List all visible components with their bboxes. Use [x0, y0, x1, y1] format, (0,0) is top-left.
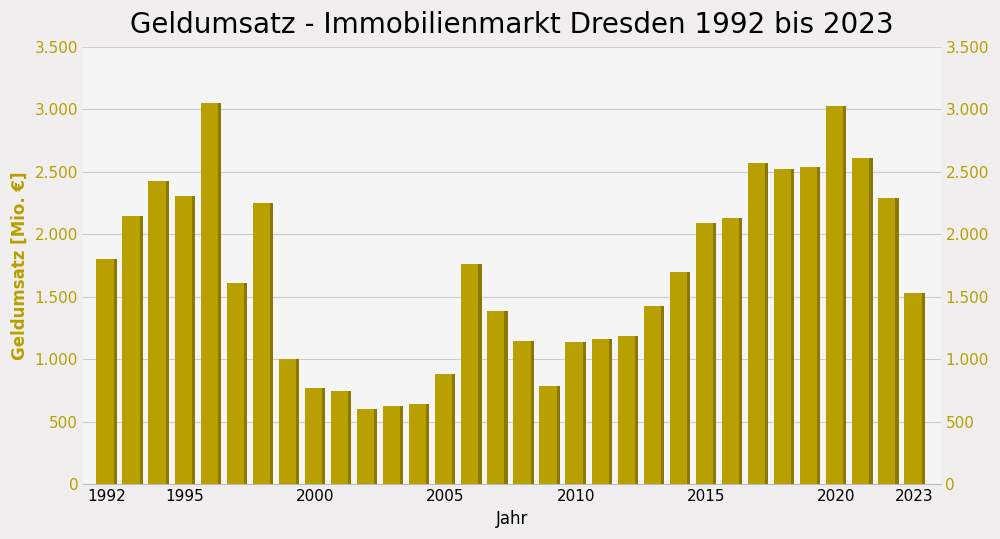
Bar: [583, 342, 586, 485]
Bar: [192, 196, 195, 485]
Bar: [148, 181, 169, 485]
Bar: [765, 163, 768, 485]
Bar: [279, 360, 299, 485]
Bar: [826, 106, 846, 485]
Bar: [478, 265, 482, 485]
Bar: [904, 293, 925, 485]
Bar: [270, 203, 273, 485]
Bar: [609, 340, 612, 485]
Bar: [557, 386, 560, 485]
Bar: [817, 167, 820, 485]
Bar: [748, 163, 768, 485]
Bar: [618, 336, 638, 485]
Bar: [409, 404, 429, 485]
Bar: [122, 216, 143, 485]
Bar: [400, 406, 403, 485]
Bar: [218, 103, 221, 485]
Bar: [922, 293, 925, 485]
Bar: [244, 283, 247, 485]
Bar: [670, 272, 690, 485]
Bar: [487, 310, 508, 485]
Bar: [426, 404, 429, 485]
Bar: [348, 391, 351, 485]
Bar: [452, 375, 455, 485]
Bar: [140, 216, 143, 485]
Bar: [565, 342, 586, 485]
Bar: [513, 341, 534, 485]
Bar: [331, 391, 351, 485]
Bar: [357, 410, 377, 485]
Bar: [869, 158, 873, 485]
Bar: [114, 259, 117, 485]
Bar: [435, 375, 455, 485]
Bar: [713, 223, 716, 485]
Bar: [878, 198, 899, 485]
Bar: [322, 388, 325, 485]
Bar: [96, 259, 117, 485]
Bar: [175, 196, 195, 485]
Bar: [696, 223, 716, 485]
Bar: [227, 283, 247, 485]
Bar: [774, 169, 794, 485]
Bar: [791, 169, 794, 485]
X-axis label: Jahr: Jahr: [496, 510, 528, 528]
Bar: [539, 386, 560, 485]
Bar: [635, 336, 638, 485]
Bar: [504, 310, 508, 485]
Bar: [687, 272, 690, 485]
Bar: [531, 341, 534, 485]
Bar: [253, 203, 273, 485]
Y-axis label: Geldumsatz [Mio. €]: Geldumsatz [Mio. €]: [11, 171, 29, 360]
Bar: [305, 388, 325, 485]
Bar: [296, 360, 299, 485]
Bar: [461, 265, 482, 485]
Bar: [374, 410, 377, 485]
Bar: [843, 106, 846, 485]
Bar: [895, 198, 899, 485]
Bar: [800, 167, 820, 485]
Title: Geldumsatz - Immobilienmarkt Dresden 1992 bis 2023: Geldumsatz - Immobilienmarkt Dresden 199…: [130, 11, 894, 39]
Bar: [739, 218, 742, 485]
Bar: [592, 340, 612, 485]
Bar: [166, 181, 169, 485]
Bar: [722, 218, 742, 485]
Bar: [852, 158, 873, 485]
Bar: [201, 103, 221, 485]
Bar: [661, 306, 664, 485]
Bar: [383, 406, 403, 485]
Bar: [644, 306, 664, 485]
